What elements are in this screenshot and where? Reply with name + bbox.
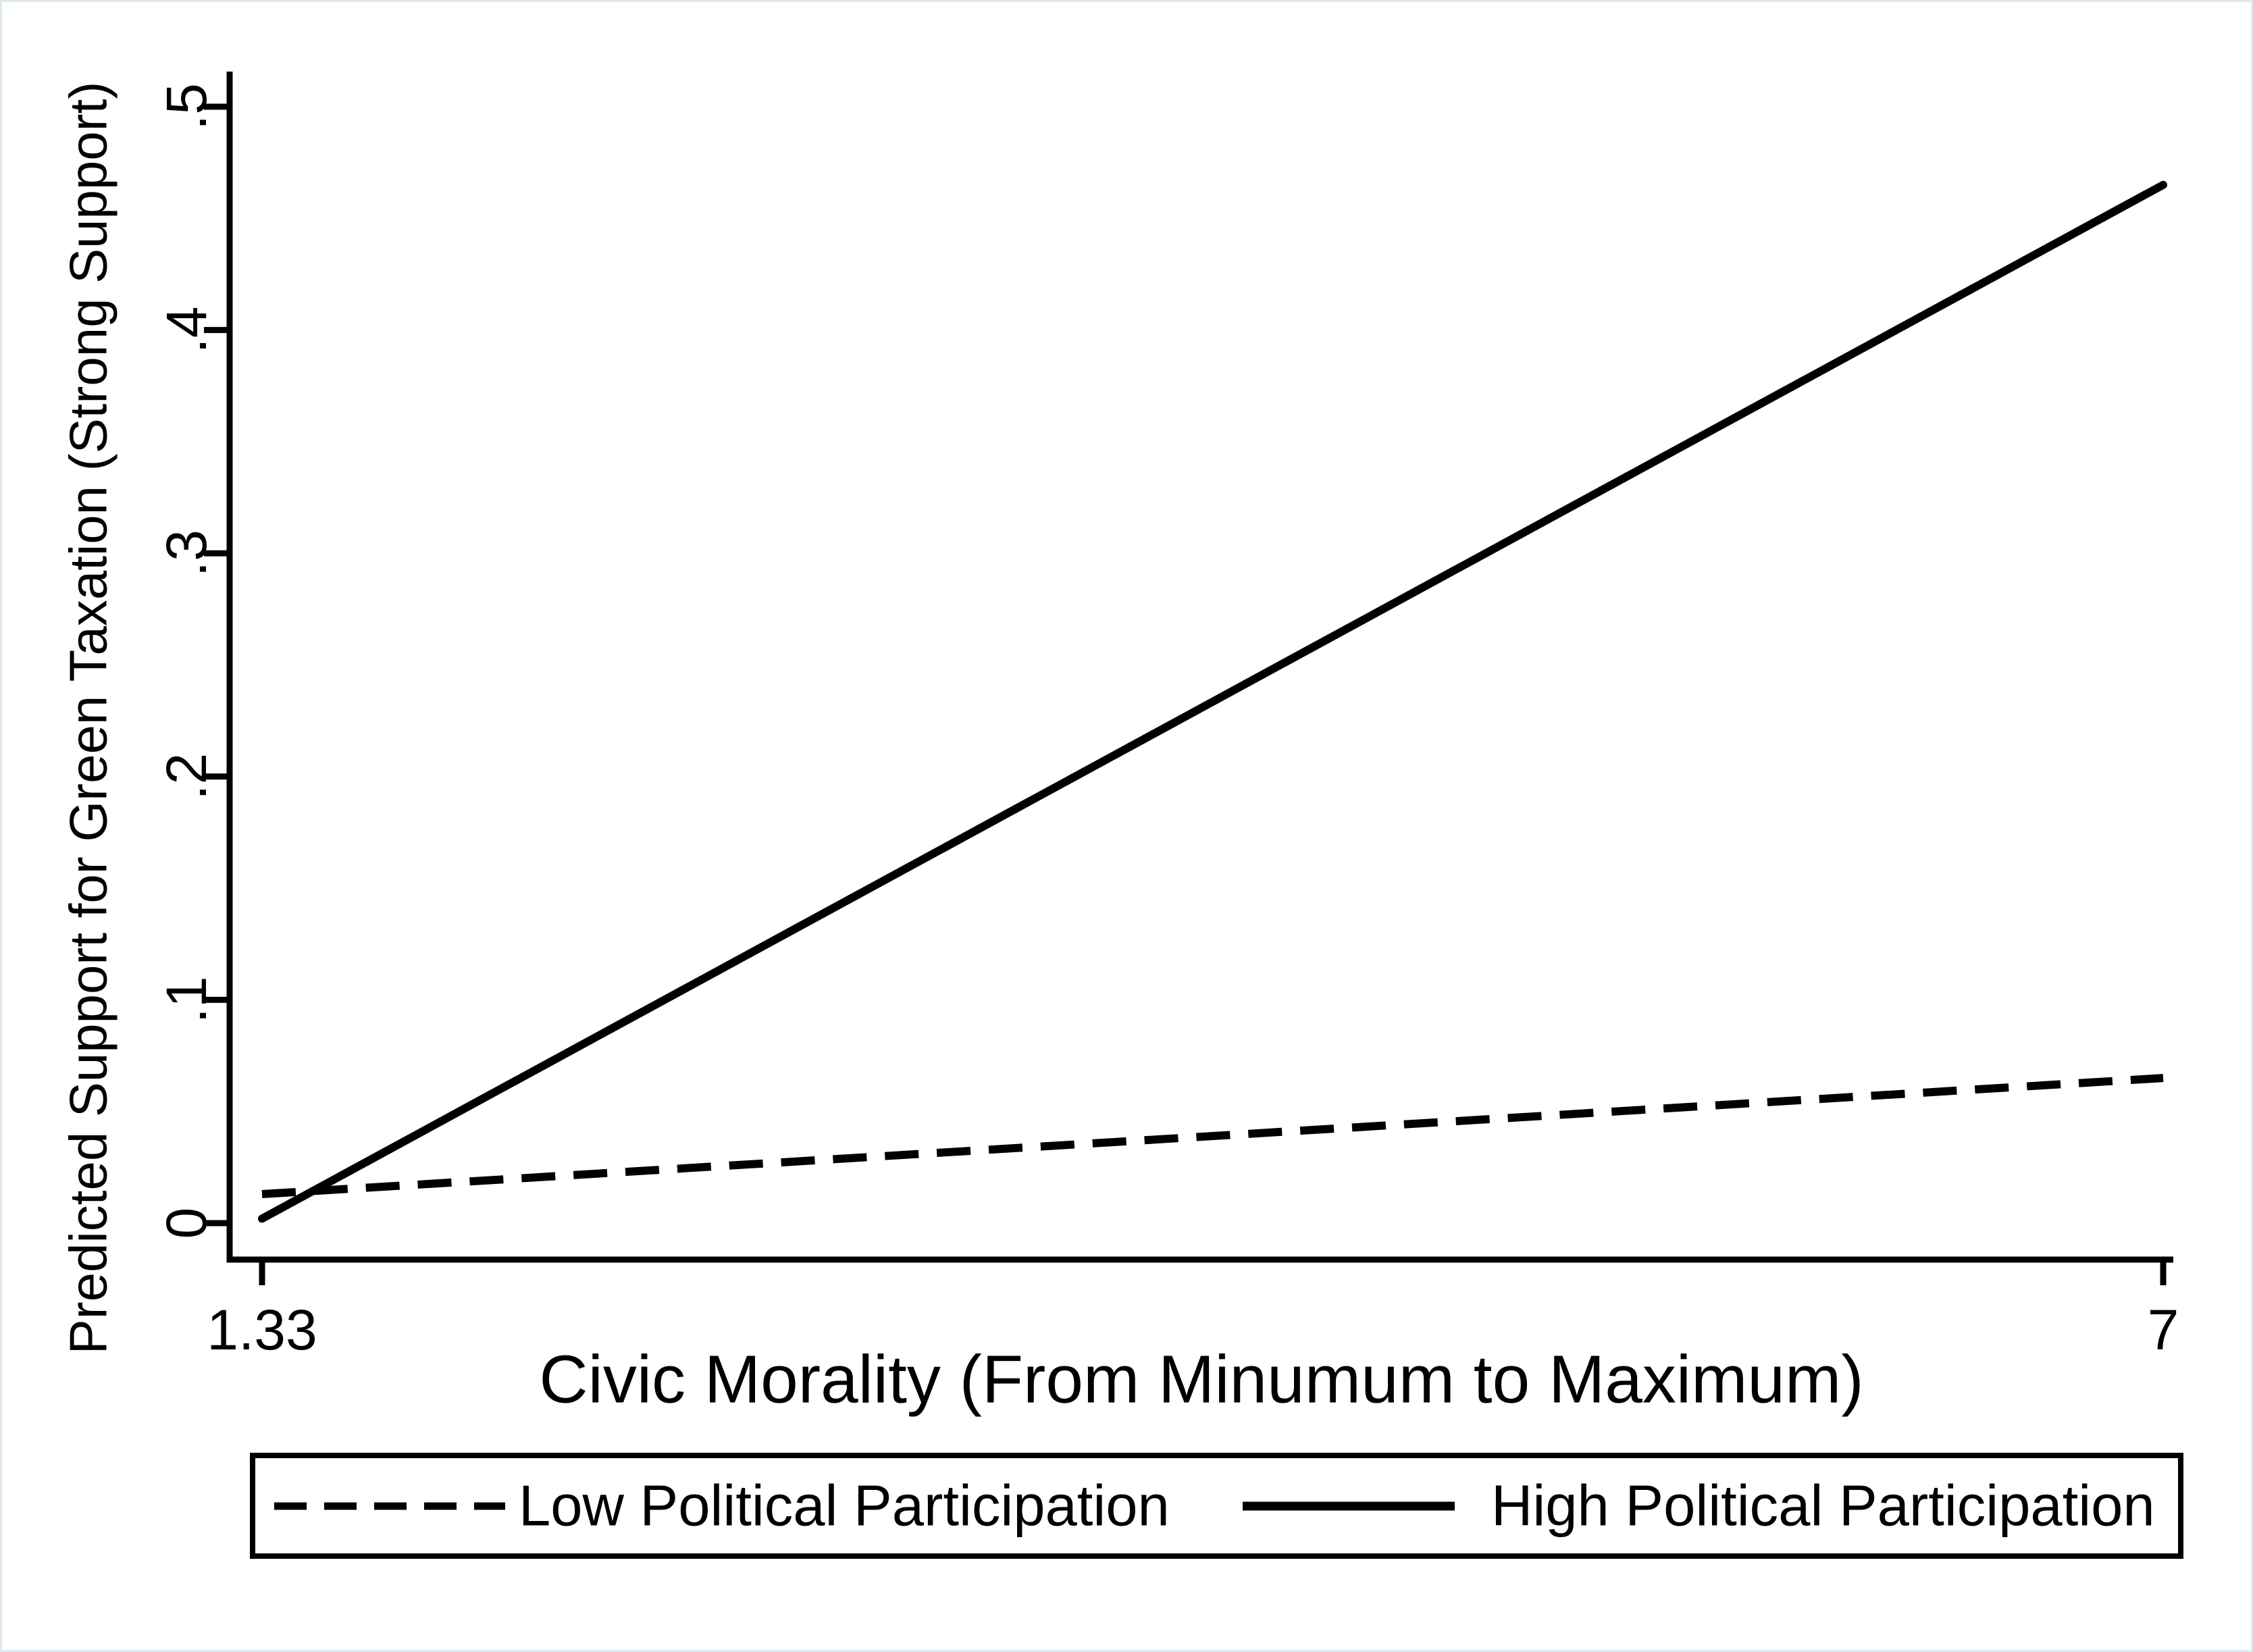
legend-swatch-high-solid-line: [1243, 1501, 1455, 1510]
y-tick-label: .1: [155, 976, 218, 1023]
y-tick-label: .4: [155, 307, 218, 354]
y-tick-label: .3: [155, 530, 218, 577]
legend-swatch-low-dashed-line: [274, 1502, 505, 1509]
legend-label-high: High Political Participation: [1491, 1474, 2155, 1538]
y-tick-label: .5: [155, 83, 218, 130]
x-axis-title: Civic Morality (From Minumum to Maximum): [539, 1341, 1864, 1418]
legend-label-low: Low Political Participation: [519, 1474, 1170, 1538]
y-tick-label: 0: [155, 1208, 218, 1239]
y-tick-label: .2: [155, 753, 218, 800]
y-axis-title: Predicted Support for Green Taxation (St…: [58, 81, 118, 1355]
legend: Low Political Participation High Politic…: [250, 1453, 2183, 1559]
x-tick-label: 1.33: [207, 1298, 317, 1362]
series-line-high: [258, 180, 2167, 1223]
x-tick-label: 7: [2148, 1298, 2179, 1362]
series-line-low: [261, 1074, 2164, 1199]
